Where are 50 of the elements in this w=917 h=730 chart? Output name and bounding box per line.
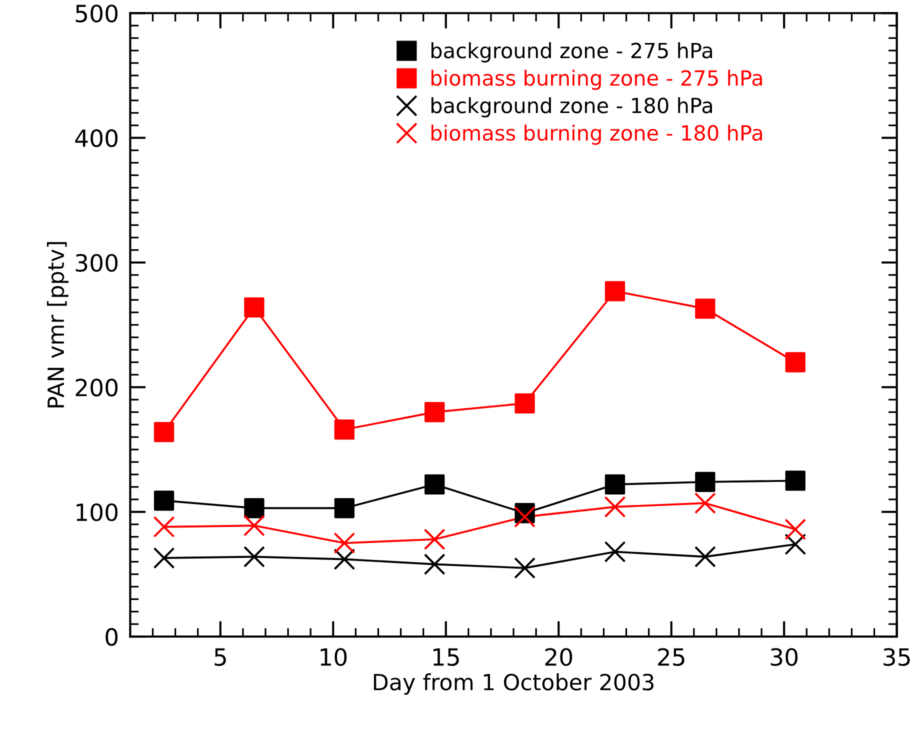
- y-tick-label: 0: [106, 628, 118, 646]
- point: [695, 298, 716, 319]
- point: [244, 297, 264, 318]
- y-tick-label: 300: [76, 254, 118, 272]
- point: [514, 393, 535, 414]
- point: [694, 546, 716, 568]
- point: [604, 541, 626, 563]
- x-tick-label: 15: [433, 648, 459, 666]
- point: [514, 506, 536, 528]
- point: [424, 553, 446, 576]
- point: [153, 516, 175, 538]
- y-tick-label: 400: [75, 129, 118, 148]
- legend-label: background zone - 275 hPa: [431, 42, 712, 62]
- point: [243, 546, 265, 568]
- legend-label: background zone - 180 hPa: [431, 97, 712, 118]
- point: [784, 534, 806, 556]
- y-axis-title: PAN vmr [pptv]: [46, 242, 68, 408]
- point: [334, 420, 354, 440]
- x-tick-label: 10: [320, 648, 347, 666]
- point: [244, 498, 264, 518]
- point: [785, 352, 806, 372]
- point: [604, 496, 626, 518]
- point: [784, 518, 806, 540]
- point: [153, 547, 175, 569]
- point: [604, 474, 626, 495]
- point: [424, 474, 445, 495]
- x-tick-label: 20: [545, 648, 572, 666]
- point: [334, 532, 356, 554]
- point: [424, 402, 445, 422]
- x-axis-title: Day from 1 October 2003: [374, 673, 654, 695]
- legend-label: biomass burning zone - 275 hPa: [431, 70, 762, 90]
- point: [334, 498, 354, 518]
- point: [604, 281, 626, 302]
- point: [243, 514, 265, 536]
- point: [424, 528, 446, 550]
- point: [154, 490, 174, 511]
- x-tick-label: 35: [884, 648, 910, 666]
- x-tick-label: 5: [214, 648, 226, 666]
- point: [695, 472, 716, 492]
- point: [334, 548, 356, 570]
- legend-label: biomass burning zone - 180 hPa: [431, 124, 762, 145]
- y-tick-label: 200: [76, 378, 118, 396]
- point: [154, 422, 174, 442]
- y-tick-label: 100: [76, 503, 118, 522]
- y-tick-label: 500: [76, 4, 118, 22]
- point: [785, 470, 806, 491]
- x-tick-label: 30: [770, 648, 798, 666]
- point: [514, 557, 536, 579]
- x-tick-label: 25: [658, 648, 684, 666]
- point: [694, 492, 716, 514]
